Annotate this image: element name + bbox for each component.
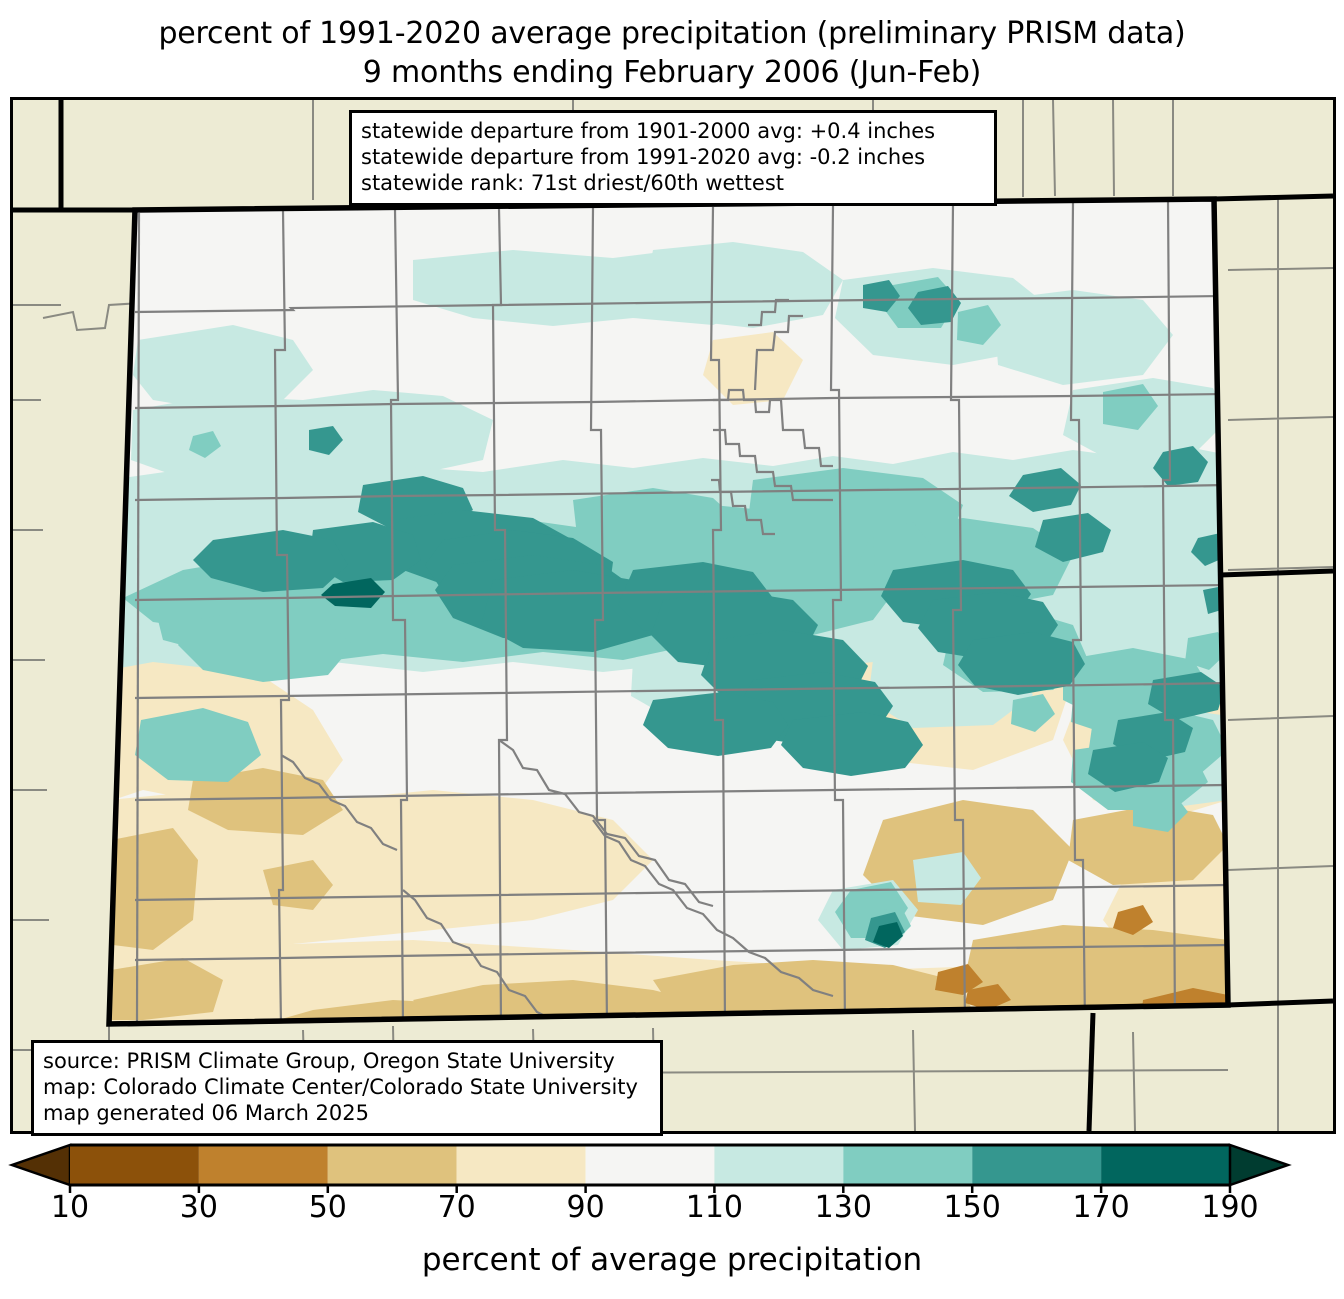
tick-label-130: 130 [814, 1190, 872, 1225]
colorbar-band-150-170 [972, 1145, 1102, 1185]
colorado-precipitation-choropleth [13, 100, 1333, 1131]
tick-label-110: 110 [685, 1190, 744, 1225]
map-generated-line: map generated 06 March 2025 [43, 1101, 370, 1125]
colorbar-legend: 10 30 50 70 90 110 130 150 170 190 perce… [0, 1143, 1344, 1299]
band-170-190 [321, 578, 903, 948]
tick-label-150: 150 [943, 1190, 1001, 1225]
tick-label-10: 10 [50, 1190, 90, 1225]
source-line: source: PRISM Climate Group, Oregon Stat… [43, 1049, 615, 1073]
stat-departure-1991-2020: statewide departure from 1991-2020 avg: … [361, 145, 926, 169]
map-credit-line: map: Colorado Climate Center/Colorado St… [43, 1075, 638, 1099]
colorbar-under-arrow [8, 1143, 72, 1187]
source-info-box: source: PRISM Climate Group, Oregon Stat… [31, 1040, 663, 1136]
tick-label-90: 90 [566, 1190, 605, 1225]
page-title: percent of 1991-2020 average precipitati… [0, 14, 1344, 92]
colorbar-band-70-90 [456, 1145, 586, 1185]
colorbar-swatches [8, 1143, 1292, 1193]
stat-departure-1901-2000: statewide departure from 1901-2000 avg: … [361, 119, 936, 143]
neighbor-state-borders [13, 100, 1333, 1131]
title-line-2: 9 months ending February 2006 (Jun-Feb) [362, 55, 982, 90]
map-canvas [10, 97, 1336, 1134]
title-line-1: percent of 1991-2020 average precipitati… [158, 16, 1186, 51]
colorbar-tick-labels: 10 30 50 70 90 110 130 150 170 190 [0, 1191, 1344, 1231]
tick-label-30: 30 [179, 1190, 218, 1225]
colorbar-band-50-70 [327, 1145, 457, 1185]
tick-label-70: 70 [437, 1190, 476, 1225]
stat-statewide-rank: statewide rank: 71st driest/60th wettest [361, 171, 784, 195]
county-boundaries [134, 199, 1228, 1024]
colorbar-band-170-190 [1101, 1145, 1230, 1185]
tick-label-170: 170 [1072, 1190, 1130, 1225]
colorbar-over-arrow [1228, 1143, 1292, 1187]
tick-label-190: 190 [1201, 1190, 1259, 1225]
colorbar-band-110-130 [714, 1145, 844, 1185]
colorbar-axis-title: percent of average precipitation [421, 1242, 923, 1278]
tick-label-50: 50 [308, 1190, 347, 1225]
colorbar-band-30-50 [198, 1145, 328, 1185]
colorado-interior [109, 199, 1228, 1024]
band-150-170 [193, 280, 1228, 948]
colorbar-band-130-150 [843, 1145, 973, 1185]
colorbar-band-90-110 [585, 1145, 715, 1185]
colorbar-band-10-30 [70, 1145, 199, 1185]
statistics-info-box: statewide departure from 1901-2000 avg: … [349, 110, 997, 206]
colorbar-tick-marks [68, 1185, 1232, 1193]
